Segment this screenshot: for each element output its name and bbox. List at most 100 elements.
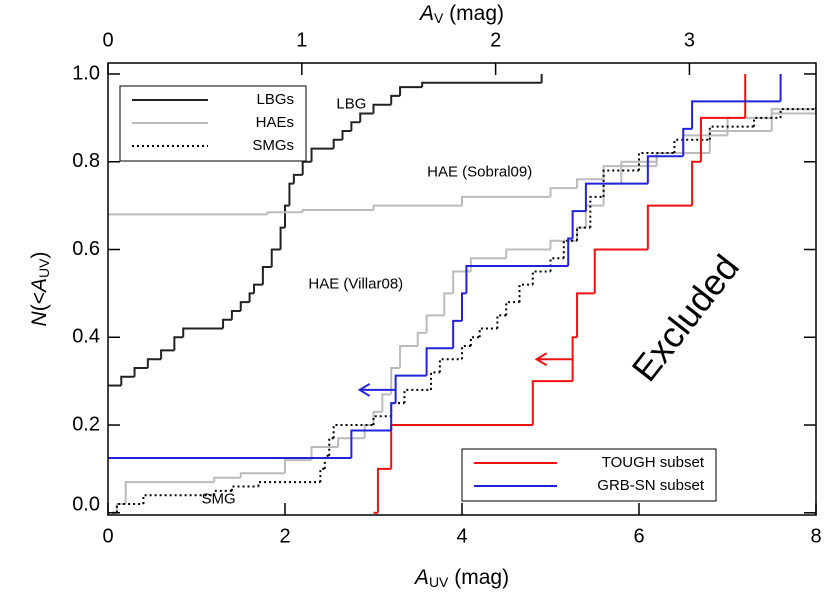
step-segment <box>261 266 272 285</box>
x-axis-title-part: UV <box>429 574 449 590</box>
step-segment <box>142 494 215 505</box>
x-axis-title-part: (mag) <box>448 566 509 589</box>
step-segment <box>239 301 250 311</box>
y-axis-title: N(<AUV) <box>28 252 52 327</box>
step-segment <box>372 415 392 426</box>
step-segment <box>425 314 445 333</box>
step-segment <box>124 481 215 505</box>
step-segment <box>230 309 241 320</box>
step-segment <box>390 366 401 395</box>
step-segment <box>381 393 392 412</box>
step-segment <box>341 130 352 140</box>
step-segment <box>699 116 746 162</box>
step-segment <box>323 454 330 469</box>
step-segment <box>646 204 693 250</box>
step-segment <box>505 301 520 316</box>
step-segment <box>682 127 693 157</box>
y-tick-label: 0.8 <box>72 150 100 172</box>
step-segment <box>531 380 573 426</box>
legend-label: TOUGH subset <box>602 454 705 471</box>
step-segment <box>257 481 321 487</box>
x2-tick-label: 0 <box>102 29 113 51</box>
y-axis-title-part: (< <box>28 292 51 311</box>
step-segment <box>310 445 339 461</box>
step-segment <box>461 195 551 206</box>
legend-label: GRB-SN subset <box>597 477 705 494</box>
y-axis-title-part: N <box>28 310 51 326</box>
step-segment <box>646 155 684 184</box>
step-segment <box>421 81 542 88</box>
annotation: Excluded <box>624 247 747 389</box>
step-segment <box>213 476 241 483</box>
step-segment <box>655 151 684 162</box>
step-segment <box>673 138 710 153</box>
step-segment <box>279 226 285 250</box>
step-segment <box>602 182 622 206</box>
step-segment <box>505 248 551 259</box>
y-tick-label: 1.0 <box>72 62 100 84</box>
step-segment <box>332 138 343 149</box>
step-segment <box>549 187 578 197</box>
x-tick-label: 8 <box>810 525 821 547</box>
annotation: SMG <box>202 491 236 508</box>
step-segment <box>399 86 423 96</box>
step-segment <box>465 264 569 294</box>
step-segment <box>602 169 639 197</box>
step-segment <box>301 160 312 175</box>
step-segment <box>425 347 454 376</box>
legend-box <box>461 448 717 502</box>
step-segment <box>708 125 755 140</box>
step-segment <box>266 211 303 215</box>
step-segment <box>403 388 432 404</box>
step-segment <box>593 248 648 294</box>
step-segment <box>518 283 533 303</box>
step-segment <box>549 257 564 272</box>
step-segment <box>372 410 383 426</box>
step-segment <box>390 94 401 105</box>
legend-label: SMGs <box>252 137 294 154</box>
step-segment <box>708 130 772 153</box>
y-axis-title-part: ) <box>28 252 51 259</box>
step-segment <box>576 292 595 338</box>
step-segment <box>115 503 126 513</box>
step-segment <box>469 257 507 272</box>
step-segment <box>571 336 578 382</box>
step-segment <box>310 147 334 162</box>
step-segment <box>567 237 573 266</box>
step-segment <box>531 270 551 285</box>
y-tick-label: 0.6 <box>72 238 100 260</box>
step-segment <box>222 318 232 329</box>
step-segment <box>182 327 224 338</box>
step-segment <box>438 358 462 373</box>
step-segment <box>584 182 648 212</box>
x2-axis-title-part: V <box>434 10 444 26</box>
step-segment <box>691 160 701 206</box>
step-segment <box>390 402 396 431</box>
step-segment <box>576 226 586 241</box>
step-segment <box>589 195 604 228</box>
step-segment <box>239 472 285 478</box>
step-segment <box>376 467 392 513</box>
step-segment <box>332 424 374 439</box>
step-segment <box>350 121 361 132</box>
step-segment <box>288 182 294 206</box>
annotation: HAE (Sobral09) <box>427 164 532 181</box>
step-segment <box>390 402 405 417</box>
step-segment <box>562 239 578 259</box>
step-segment <box>638 151 675 171</box>
step-segment <box>337 437 365 447</box>
step-segment <box>372 103 392 114</box>
step-segment <box>270 248 281 268</box>
step-segment <box>173 336 184 351</box>
step-segment <box>691 100 781 129</box>
step-segment <box>319 467 325 483</box>
step-segment <box>430 371 440 390</box>
y-axis-title-part: A <box>28 278 51 294</box>
step-segment <box>133 366 148 377</box>
x-tick-label: 6 <box>633 525 644 547</box>
step-segment <box>120 375 135 386</box>
x-tick-label: 2 <box>279 525 290 547</box>
x-tick-label: 4 <box>456 525 467 547</box>
step-segment <box>372 204 462 211</box>
